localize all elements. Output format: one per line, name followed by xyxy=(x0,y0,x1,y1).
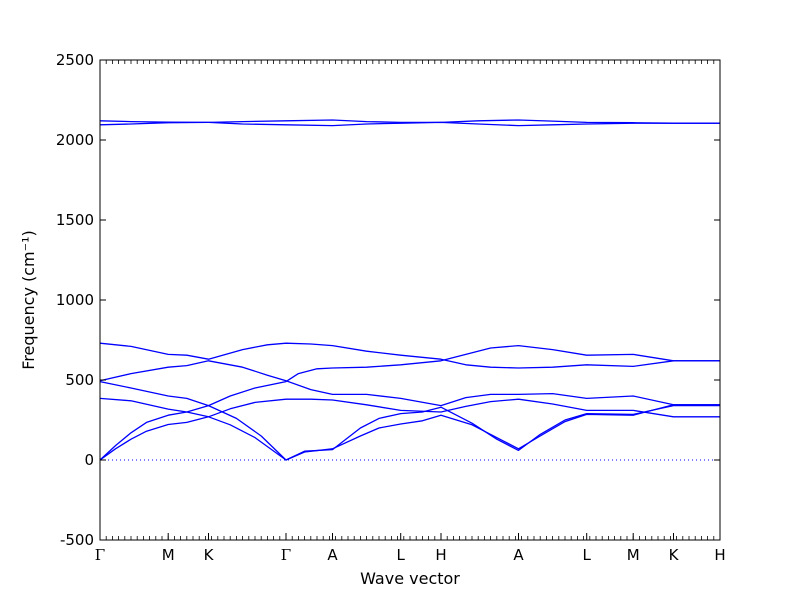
x-axis-label: Wave vector xyxy=(360,569,460,588)
band-8 xyxy=(99,120,720,127)
x-tick-label: H xyxy=(714,546,725,564)
x-tick-label: K xyxy=(669,546,680,564)
axes-layer xyxy=(99,59,721,541)
band-6 xyxy=(99,342,720,369)
band-5 xyxy=(99,360,720,407)
x-tick-label: Γ xyxy=(95,546,105,564)
ticks-layer: -500 0 500 1000 1500 2000 2500 Γ M K Γ A L H A L M K H xyxy=(56,51,726,564)
x-tick-label: K xyxy=(204,546,215,564)
y-tick-label: -500 xyxy=(60,531,94,549)
y-axis-label: Frequency (cm⁻¹) xyxy=(19,230,38,369)
x-tick-label: Γ xyxy=(281,546,291,564)
x-tick-label: M xyxy=(162,546,175,564)
band-1 xyxy=(99,344,720,461)
y-tick-label: 0 xyxy=(84,451,94,469)
y-tick-label: 2000 xyxy=(56,131,94,149)
x-tick-label: M xyxy=(627,546,640,564)
band-3 xyxy=(99,397,720,461)
x-tick-label: L xyxy=(397,546,406,564)
band-4 xyxy=(99,380,720,461)
series-layer xyxy=(99,119,720,461)
x-tick-label: H xyxy=(435,546,446,564)
x-tick-label: A xyxy=(327,546,338,564)
plot-frame xyxy=(99,59,721,541)
y-tick-label: 2500 xyxy=(56,51,94,69)
x-tick-label: A xyxy=(513,546,524,564)
y-tick-label: 1500 xyxy=(56,211,94,229)
x-tick-label: L xyxy=(583,546,592,564)
band-2 xyxy=(99,398,720,461)
y-tick-label: 500 xyxy=(65,371,94,389)
y-tick-label: 1000 xyxy=(56,291,94,309)
